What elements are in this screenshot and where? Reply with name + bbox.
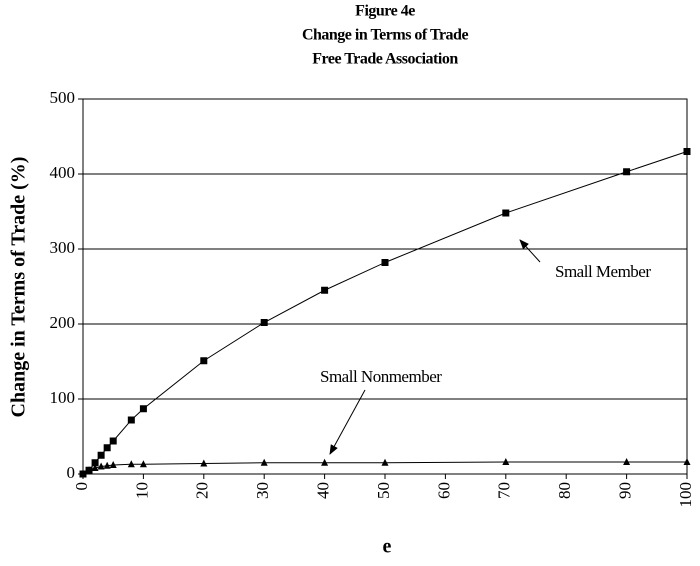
marker <box>260 319 268 326</box>
marker <box>381 458 389 466</box>
marker <box>91 464 99 471</box>
marker <box>502 209 510 217</box>
marker <box>91 459 99 467</box>
series-annotation: Small Nonmember <box>320 367 442 386</box>
y-tick-label: 500 <box>50 88 76 107</box>
marker <box>321 458 329 466</box>
x-tick-label: 10 <box>132 482 151 499</box>
y-tick-label: 200 <box>50 313 76 332</box>
marker <box>127 460 135 468</box>
chart-title: Figure 4e <box>355 3 415 20</box>
x-tick-label: 100 <box>676 482 695 508</box>
marker <box>260 458 268 466</box>
x-tick-label: 40 <box>314 482 333 499</box>
marker <box>85 466 93 474</box>
marker <box>623 458 631 465</box>
chart-title: Free Trade Association <box>312 51 458 68</box>
x-tick-label: 60 <box>434 482 453 499</box>
x-tick-label: 50 <box>374 482 393 499</box>
marker <box>79 470 87 477</box>
series-annotation: Small Member <box>555 262 651 281</box>
chart-title: Change in Terms of Trade <box>302 27 468 44</box>
marker <box>321 286 329 294</box>
annotation-arrow <box>519 239 541 263</box>
series-line <box>82 151 688 475</box>
y-axis-label: Change in Terms of Trade (%) <box>8 157 30 418</box>
y-tick-label: 100 <box>50 388 76 407</box>
x-tick-label: 20 <box>193 482 212 499</box>
marker <box>127 416 135 424</box>
x-tick-label: 90 <box>616 482 635 499</box>
y-tick-label: 300 <box>50 238 76 257</box>
y-tick-label: 0 <box>67 463 76 482</box>
annotation-arrow <box>329 389 366 455</box>
x-tick-label: 30 <box>253 482 272 499</box>
marker <box>381 259 389 266</box>
marker <box>97 462 105 470</box>
marker <box>103 461 111 469</box>
marker <box>109 461 117 468</box>
marker <box>623 168 631 176</box>
marker <box>109 437 117 445</box>
marker <box>103 444 111 452</box>
marker <box>502 458 510 465</box>
y-tick-label: 400 <box>50 163 76 182</box>
x-axis-label: e <box>383 536 392 558</box>
x-tick-label: 80 <box>555 482 574 499</box>
marker <box>683 148 691 155</box>
marker <box>139 405 147 413</box>
marker <box>200 357 208 365</box>
marker <box>139 460 147 468</box>
marker <box>200 459 208 467</box>
x-tick-label: 70 <box>495 482 514 499</box>
plot-frame <box>82 98 688 475</box>
marker <box>97 451 105 459</box>
x-tick-label: 0 <box>72 482 91 491</box>
marker <box>683 458 691 465</box>
